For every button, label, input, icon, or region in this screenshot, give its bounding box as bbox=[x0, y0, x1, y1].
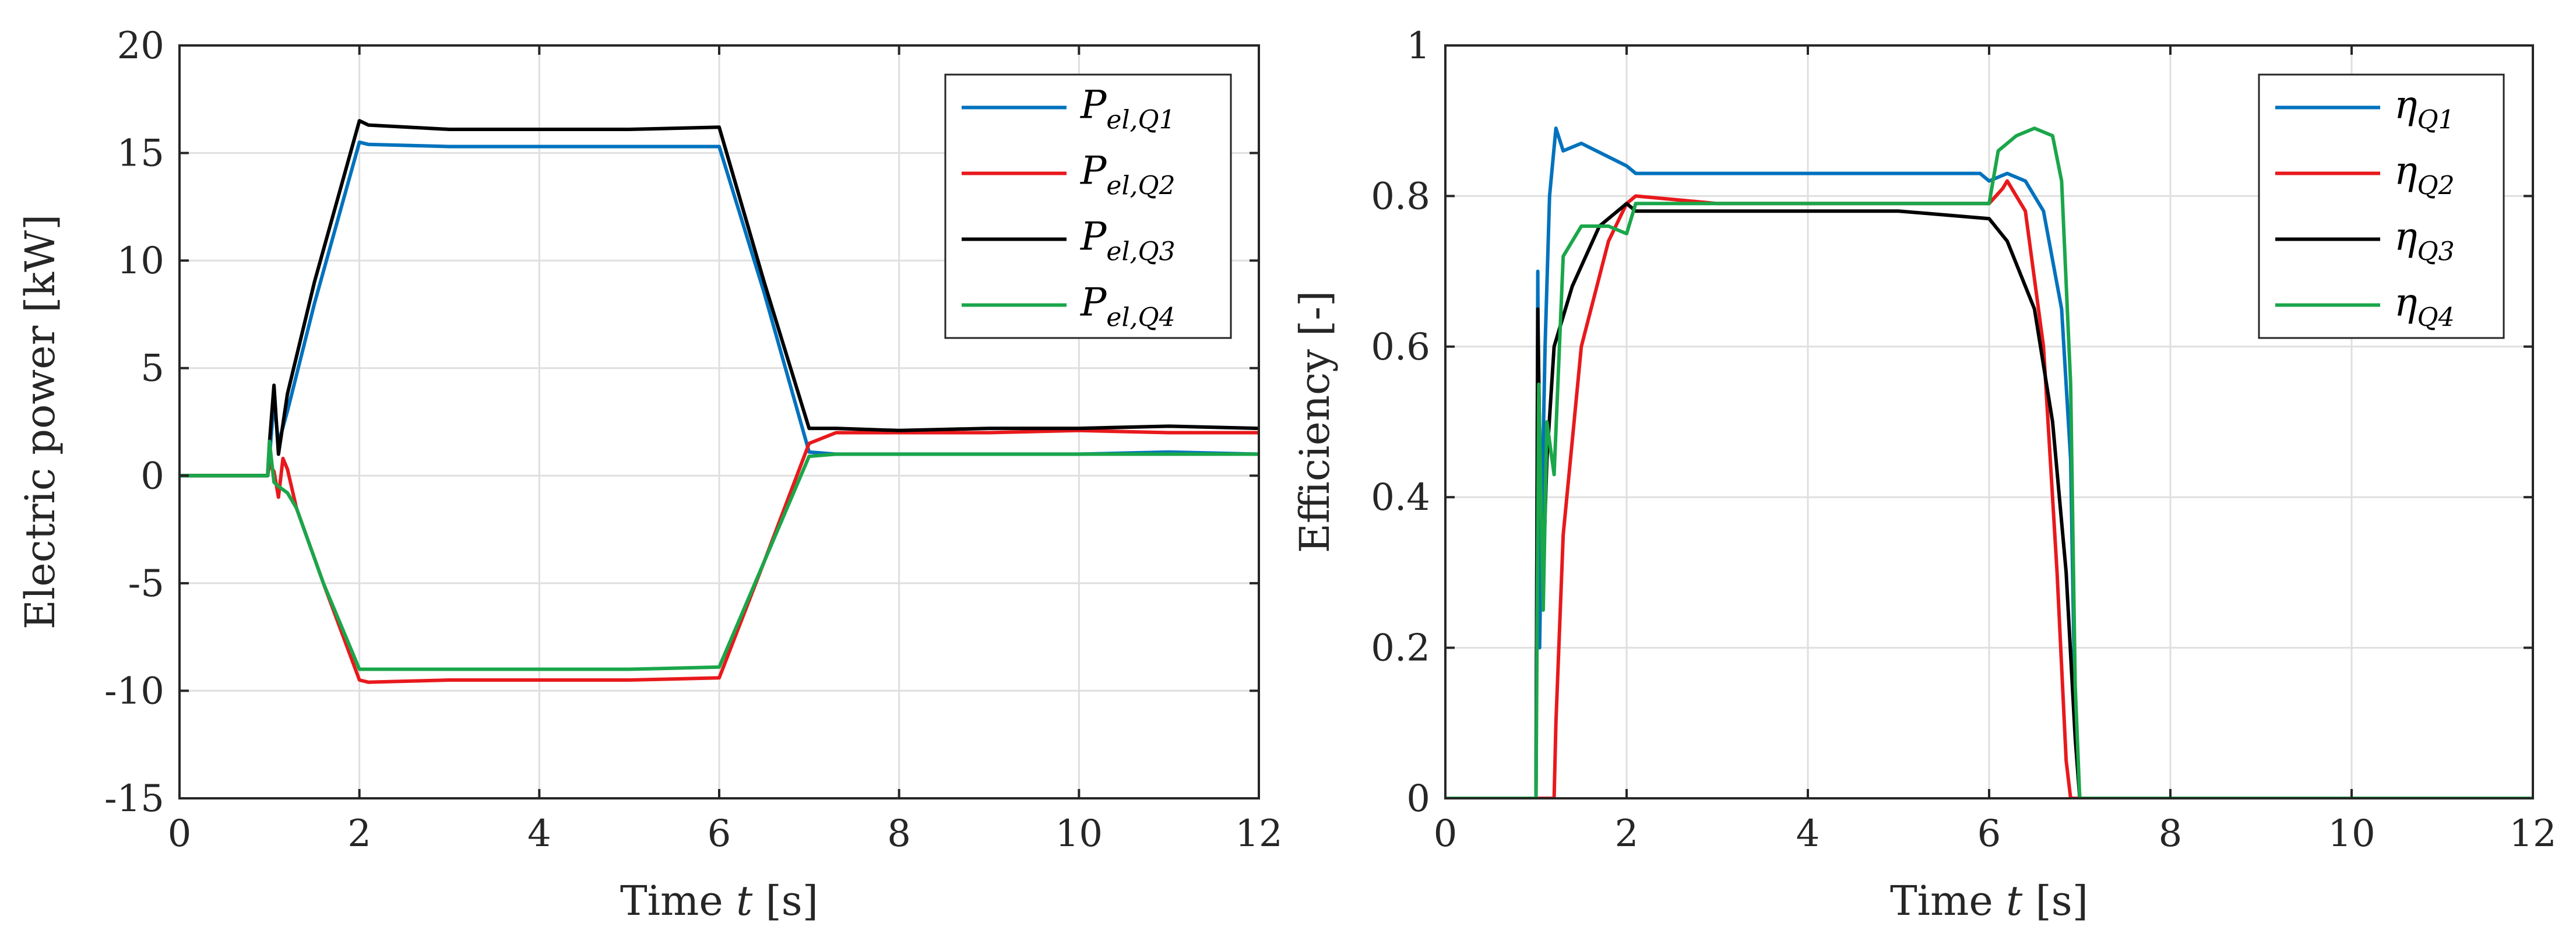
x-axis-label: Time t [s] bbox=[1890, 877, 2088, 925]
legend: ηQ1 ηQ2 ηQ3 ηQ4 bbox=[2258, 73, 2505, 339]
legend-label-eta_Q3: ηQ3 bbox=[2394, 214, 2455, 267]
x-tick-label: 10 bbox=[1055, 812, 1103, 855]
y-axis-label: Electric power [kW] bbox=[16, 214, 64, 630]
y-tick-label: 5 bbox=[140, 347, 164, 390]
x-tick-label: 8 bbox=[2159, 812, 2183, 855]
x-tick-label: 0 bbox=[168, 812, 192, 855]
y-tick-label: 0.8 bbox=[1371, 175, 1430, 218]
y-axis-label: Efficiency [-] bbox=[1291, 291, 1339, 554]
y-tick-label: 0.6 bbox=[1371, 326, 1430, 369]
y-tick-label: 0 bbox=[140, 455, 164, 498]
y-tick-label: 10 bbox=[117, 239, 164, 283]
x-tick-label: 4 bbox=[527, 812, 551, 855]
x-tick-label: 0 bbox=[1434, 812, 1458, 855]
y-tick-label: 0.2 bbox=[1371, 627, 1430, 670]
x-axis-label: Time t [s] bbox=[620, 877, 818, 925]
y-tick-label: -5 bbox=[128, 562, 164, 605]
chart-2: 0 2 4 6 8 10 12 0 0.2 0.4 0.6 0.8 1 Time t [s] Efficie… bbox=[1291, 24, 2557, 925]
legend-label-eta_Q1: ηQ1 bbox=[2394, 83, 2455, 135]
series-line-P_el,Q3 bbox=[180, 119, 1259, 478]
y-tick-label: 15 bbox=[117, 132, 164, 175]
chart-1: 0 2 4 6 8 10 12 -15 -10 -5 0 5 10 15 20 Time t [s] Elect… bbox=[16, 24, 1283, 925]
legend-label-P_el,Q2: Pel,Q2 bbox=[1080, 149, 1176, 201]
y-tick-label: 0 bbox=[1406, 777, 1430, 820]
y-tick-label: 1 bbox=[1406, 24, 1430, 68]
series-line-P_el,Q4 bbox=[180, 439, 1259, 671]
series-group bbox=[180, 119, 1259, 684]
legend-label-P_el,Q4: Pel,Q4 bbox=[1080, 280, 1176, 333]
series-group bbox=[1445, 126, 2533, 798]
x-tick-label: 2 bbox=[347, 812, 371, 855]
y-tick-label: 0.4 bbox=[1371, 476, 1430, 519]
y-tick-label: -10 bbox=[104, 670, 164, 713]
x-tick-label: 8 bbox=[887, 812, 911, 855]
x-tick-label: 6 bbox=[1977, 812, 2001, 855]
legend-label-P_el,Q1: Pel,Q1 bbox=[1080, 83, 1176, 135]
y-tick-label: 20 bbox=[117, 24, 164, 68]
legend-label-eta_Q2: ηQ2 bbox=[2394, 149, 2455, 201]
series-line-P_el,Q2 bbox=[180, 428, 1259, 684]
x-tick-label: 12 bbox=[1235, 812, 1282, 855]
y-tick-label: -15 bbox=[104, 777, 164, 820]
x-tick-label: 12 bbox=[2509, 812, 2556, 855]
x-tick-label: 4 bbox=[1796, 812, 1820, 855]
x-tick-label: 10 bbox=[2328, 812, 2375, 855]
legend-label-eta_Q4: ηQ4 bbox=[2394, 280, 2455, 333]
legend-box bbox=[944, 73, 1232, 339]
x-tick-label: 6 bbox=[708, 812, 731, 855]
legend: Pel,Q1 Pel,Q2 Pel,Q3 Pel,Q4 bbox=[944, 73, 1232, 339]
legend-box bbox=[2258, 73, 2505, 339]
legend-label-P_el,Q3: Pel,Q3 bbox=[1080, 214, 1176, 267]
x-tick-label: 2 bbox=[1615, 812, 1639, 855]
series-line-eta_Q4 bbox=[1445, 126, 2533, 798]
